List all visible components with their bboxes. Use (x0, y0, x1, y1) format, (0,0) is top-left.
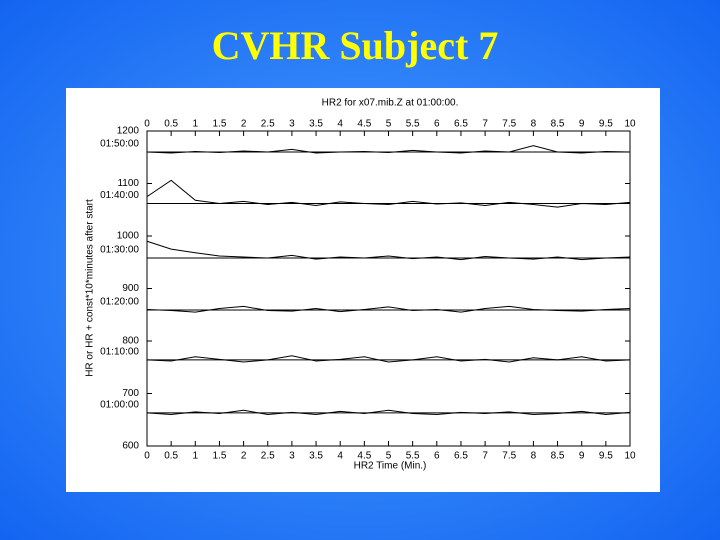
x-tick-label: 8 (531, 451, 537, 462)
y-tick-label: 800 (122, 336, 139, 347)
series-label: 01:30:00 (100, 245, 139, 256)
x-tick-label-top: 2.5 (261, 119, 275, 130)
x-tick-label: 3.5 (309, 451, 323, 462)
x-tick-label-top: 0.5 (164, 119, 178, 130)
x-tick-label: 1 (193, 451, 199, 462)
x-tick-label-top: 7.5 (502, 119, 516, 130)
series-label: 01:50:00 (100, 139, 139, 150)
x-tick-label: 0.5 (164, 451, 178, 462)
y-tick-label: 600 (122, 441, 139, 452)
x-tick-label: 0 (144, 451, 150, 462)
x-tick-label-top: 8 (531, 119, 537, 130)
x-tick-label: 1.5 (212, 451, 226, 462)
x-tick-label-top: 9.5 (599, 119, 613, 130)
hr-trace (146, 409, 631, 416)
x-tick-label: 7 (482, 451, 488, 462)
x-tick-label: 4.5 (357, 451, 371, 462)
x-tick-label: 2.5 (261, 451, 275, 462)
x-tick-label-top: 4 (337, 119, 343, 130)
series-label: 01:40:00 (100, 190, 139, 201)
x-tick-label-top: 4.5 (357, 119, 371, 130)
x-tick-label-top: 5 (386, 119, 392, 130)
y-tick-label: 900 (122, 283, 139, 294)
x-tick-label: 6 (434, 451, 440, 462)
x-tick-label: 8.5 (551, 451, 565, 462)
y-tick-label: 1000 (117, 231, 140, 242)
chart-panel (66, 88, 660, 492)
y-axis-label: HR or HR + const*10*minutes after start (85, 199, 96, 377)
y-tick-label: 700 (122, 388, 139, 399)
hr-trace (146, 305, 631, 313)
hr-trace (146, 145, 631, 154)
x-tick-label: 10 (624, 451, 636, 462)
x-tick-label-top: 2 (241, 119, 247, 130)
x-tick-label: 9 (579, 451, 585, 462)
x-tick-label: 6.5 (454, 451, 468, 462)
x-tick-label-top: 8.5 (551, 119, 565, 130)
x-tick-label-top: 6.5 (454, 119, 468, 130)
x-axis-label: HR2 Time (Min.) (354, 461, 427, 472)
x-tick-label-top: 5.5 (406, 119, 420, 130)
x-tick-label-top: 1 (193, 119, 199, 130)
slide-title: CVHR Subject 7 (212, 23, 499, 68)
x-tick-label: 5 (386, 451, 392, 462)
x-tick-label: 7.5 (502, 451, 516, 462)
x-tick-label-top: 10 (624, 119, 636, 130)
x-tick-label-top: 3 (289, 119, 295, 130)
series-label: 01:00:00 (100, 400, 139, 411)
x-tick-label-top: 9 (579, 119, 585, 130)
x-tick-label: 2 (241, 451, 247, 462)
x-tick-label: 4 (337, 451, 343, 462)
hr-trace (146, 240, 631, 261)
x-tick-label-top: 3.5 (309, 119, 323, 130)
y-tick-label: 1100 (117, 178, 139, 189)
series-label: 01:20:00 (100, 297, 139, 308)
hr-trace (146, 179, 631, 208)
x-tick-label: 3 (289, 451, 295, 462)
hr-trace (146, 355, 631, 363)
series-label: 01:10:00 (100, 347, 139, 358)
x-tick-label-top: 6 (434, 119, 440, 130)
chart-title: HR2 for x07.mib.Z at 01:00:00. (322, 98, 459, 109)
x-tick-label: 9.5 (599, 451, 613, 462)
x-tick-label: 5.5 (406, 451, 420, 462)
x-tick-label-top: 0 (144, 119, 150, 130)
x-tick-label-top: 1.5 (212, 119, 226, 130)
y-tick-label: 1200 (117, 126, 140, 137)
x-tick-label-top: 7 (482, 119, 488, 130)
